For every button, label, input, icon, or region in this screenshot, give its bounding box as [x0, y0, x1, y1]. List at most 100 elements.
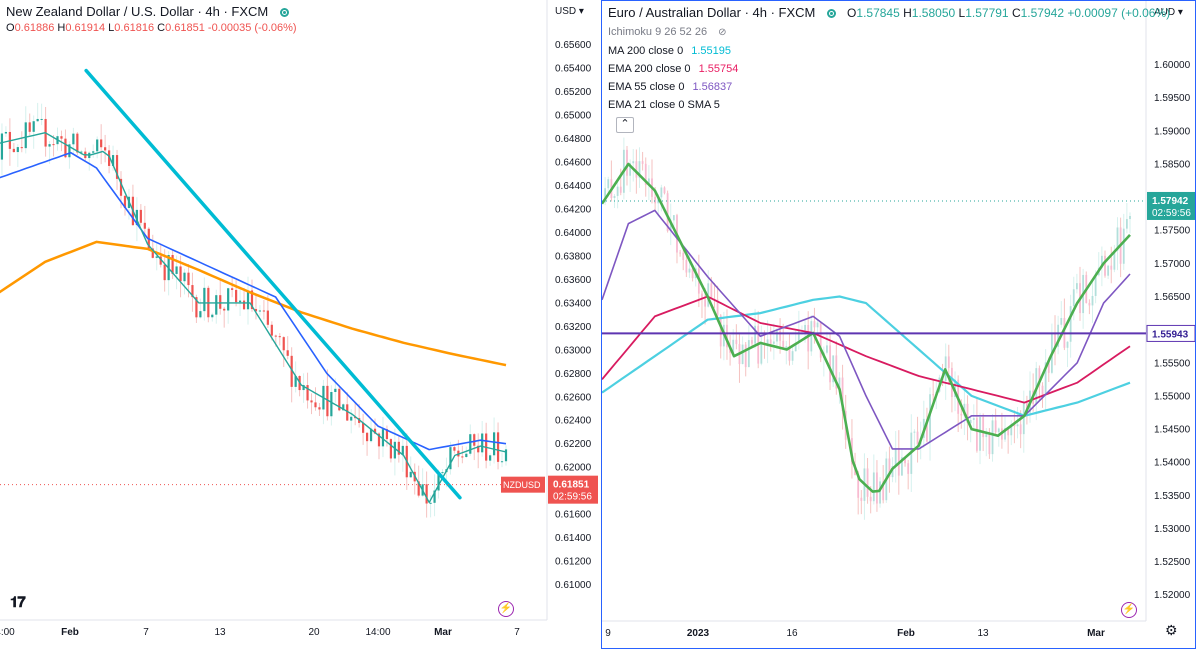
candle-body — [151, 248, 154, 258]
euraud-symbol-title[interactable]: Euro / Australian Dollar · 4h · FXCM — [608, 5, 816, 20]
candle-body — [489, 455, 492, 461]
candle-body — [807, 324, 810, 352]
candle-body — [286, 350, 289, 356]
candle-body — [373, 428, 377, 434]
candle-body — [976, 418, 978, 451]
candle-body — [163, 264, 166, 281]
candle-body — [24, 122, 27, 149]
ohlc-close: 1.57942 — [1020, 6, 1065, 20]
indicator-ema200-value: 1.55754 — [698, 63, 739, 75]
candle-body — [810, 321, 813, 352]
candle-body — [638, 161, 641, 178]
candle-body — [282, 337, 285, 351]
candle-body — [195, 297, 198, 318]
candle-body — [465, 453, 468, 457]
nzdusd-chart[interactable]: USD ▾ 0.65600 0.65400 0.65200 0.65000 0.64800… — [0, 0, 600, 649]
bolt-icon[interactable]: ⚡ — [498, 601, 514, 617]
euraud-title-row: Euro / Australian Dollar · 4h · FXCM O 1.… — [608, 5, 1170, 20]
ohlc-c-label: C — [1011, 6, 1021, 20]
hline-price-label: 1.55943 — [1152, 329, 1189, 340]
indicator-ma200[interactable]: MA 200 close 0 1.55195 — [608, 45, 1170, 57]
price-tick-label: 1.52500 — [1154, 557, 1191, 568]
candle-body — [626, 149, 628, 176]
candle-body — [751, 340, 753, 344]
candle-body — [20, 147, 23, 149]
candle-body — [994, 420, 997, 433]
candle-body — [907, 463, 910, 474]
candle-body — [1016, 424, 1019, 427]
candle-body — [776, 331, 778, 342]
candle-body — [879, 481, 881, 504]
price-tick-label: 0.62400 — [555, 416, 592, 427]
candle-body — [1013, 424, 1016, 427]
bolt-icon[interactable]: ⚡ — [1121, 602, 1137, 618]
ohlc-o-label: O — [847, 6, 857, 20]
symbol-badge-label: NZDUSD — [503, 480, 541, 490]
candle-body — [932, 394, 935, 396]
candle-body — [362, 422, 365, 433]
candle-body — [326, 385, 329, 417]
candle-body — [28, 122, 31, 132]
euraud-chart-pane[interactable]: AUD ▾1.600001.595001.590001.585001.58000… — [601, 0, 1196, 649]
eye-hidden-icon[interactable]: ⊘ — [718, 27, 727, 38]
nzdusd-symbol-title[interactable]: New Zealand Dollar / U.S. Dollar · 4h · … — [6, 4, 269, 19]
candle-body — [926, 418, 928, 442]
candle-body — [306, 385, 309, 401]
collapse-legend-chevron-up-icon[interactable]: ⌃ — [616, 117, 634, 133]
time-tick-label: 16 — [786, 628, 798, 639]
candle-body — [1075, 283, 1078, 290]
series-line-ma-200 — [602, 295, 1131, 417]
candle-body — [979, 417, 981, 451]
nzdusd-chart-pane[interactable]: USD ▾ 0.65600 0.65400 0.65200 0.65000 0.64800… — [0, 0, 600, 649]
indicator-ema200[interactable]: EMA 200 close 0 1.55754 — [608, 63, 1170, 75]
candle-body — [791, 351, 794, 361]
price-tick-label: 1.57500 — [1154, 226, 1191, 237]
price-tick-label: 0.63400 — [555, 298, 592, 309]
candle-body — [619, 186, 622, 193]
candle-body — [1129, 215, 1131, 220]
candle-body — [669, 220, 672, 232]
indicator-ichimoku[interactable]: Ichimoku 9 26 52 26 ⊘ — [608, 26, 1170, 39]
candle-body — [369, 428, 373, 442]
price-tick-label: 0.64400 — [555, 181, 592, 192]
candle-body — [274, 335, 277, 337]
candle-body — [393, 441, 396, 459]
price-tick-label: 0.65600 — [555, 40, 592, 51]
euraud-chart[interactable]: AUD ▾1.600001.595001.590001.585001.58000… — [602, 1, 1196, 649]
candle-body — [4, 131, 8, 134]
candle-body — [954, 379, 956, 397]
candle-body — [829, 345, 831, 383]
gear-icon[interactable]: ⚙ — [1165, 622, 1178, 638]
price-tick-label: 0.62000 — [555, 463, 592, 474]
candle-body — [969, 419, 972, 424]
ohlc-o-label: O — [6, 22, 15, 34]
hline-badge — [1146, 324, 1195, 342]
candle-body — [12, 148, 15, 153]
candle-body — [716, 299, 719, 316]
candle-body — [318, 407, 321, 410]
candle-body — [175, 266, 178, 274]
candle-body — [100, 139, 103, 148]
candle-body — [888, 458, 891, 478]
tradingview-logo-icon[interactable]: 𝟏𝟕 — [10, 594, 26, 611]
candle-body — [171, 255, 174, 274]
candle-body — [461, 456, 464, 458]
candle-body — [997, 428, 1000, 433]
candle-body — [365, 432, 369, 442]
candle-body — [972, 418, 975, 420]
ohlc-high: 0.61914 — [65, 22, 106, 34]
price-tick-label: 1.58500 — [1154, 159, 1191, 170]
price-tick-label: 1.53000 — [1154, 524, 1191, 535]
time-tick-label: 9 — [605, 628, 611, 639]
candle-body — [904, 457, 906, 464]
currency-label: USD ▾ — [555, 6, 584, 17]
price-tick-label: 1.52000 — [1154, 590, 1191, 601]
candle-body — [492, 432, 496, 456]
candle-body — [227, 288, 230, 311]
candle-body — [235, 289, 238, 303]
candle-body — [342, 404, 345, 411]
candle-body — [0, 133, 4, 160]
indicator-ema21[interactable]: EMA 21 close 0 SMA 5 — [608, 99, 1170, 111]
candle-body — [644, 163, 647, 185]
indicator-ema55[interactable]: EMA 55 close 0 1.56837 — [608, 81, 1170, 93]
